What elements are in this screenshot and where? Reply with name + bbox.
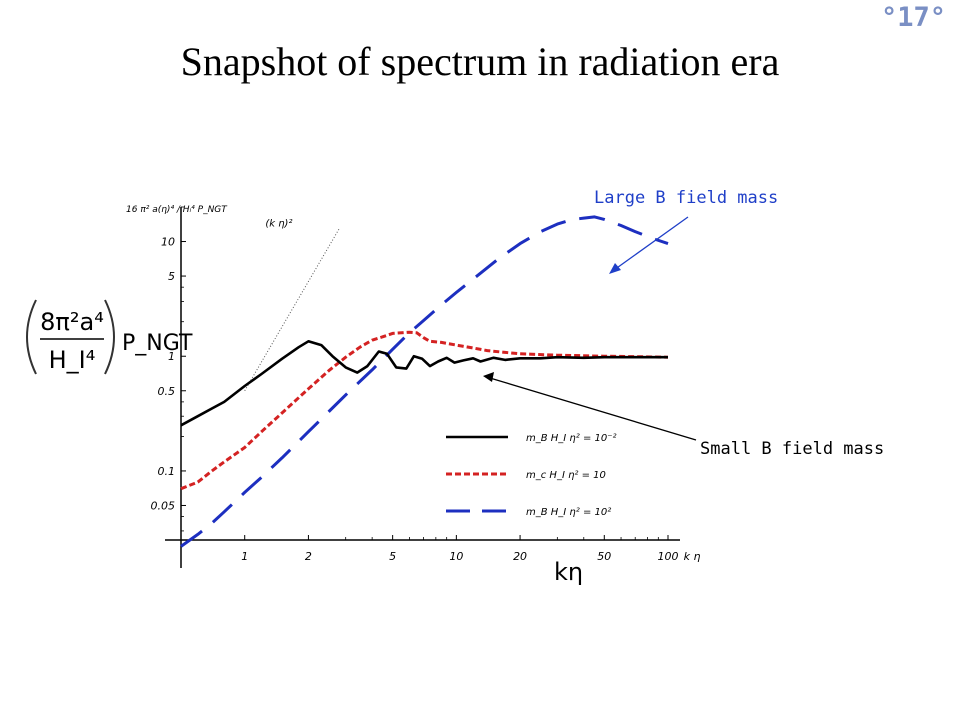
large-mass-arrowhead <box>609 263 621 274</box>
y-tick-label: 0.5 <box>158 385 176 398</box>
x-tick-label: 1 <box>241 550 248 563</box>
reference-line-layer: (k η)² <box>244 218 340 392</box>
series-line-dotted <box>180 330 669 491</box>
large-mass-arrow-shaft <box>613 216 689 271</box>
legend-entry: m_B H_I η² = 10² <box>526 507 611 518</box>
y-tick-label: 1 <box>168 350 175 363</box>
x-tick-label: 2 <box>305 550 312 563</box>
legend-entry: m_c H_I η² = 10 <box>526 470 606 481</box>
x-tick-label: 50 <box>597 550 611 563</box>
formula-suffix: P_NGT <box>122 331 193 356</box>
y-tick-label: 10 <box>161 236 175 249</box>
left-paren <box>26 299 37 375</box>
series-line-dashed <box>180 215 669 548</box>
small-mass-annotation: Small B field mass <box>700 439 884 459</box>
large-mass-annotation: Large B field mass <box>594 188 778 208</box>
formula-denominator: H_I⁴ <box>49 346 96 374</box>
x-tick-label: 5 <box>389 550 396 563</box>
small-mass-arrow-shaft <box>489 377 697 441</box>
small-mass-arrowhead <box>483 372 494 382</box>
axes-layer <box>165 207 680 568</box>
y-tick-label: 0.1 <box>158 465 176 478</box>
legend: m_B H_I η² = 10⁻² m_c H_I η² = 10 m_B H_I … <box>446 433 617 518</box>
ticks-layer: 1 2 5 10 20 50 100 k η 0.05 0.1 0.5 1 5 10 <box>151 206 701 563</box>
y-axis-formula: 8π²a⁴ H_I⁴ P_NGT <box>26 299 193 375</box>
x-axis-label: k η <box>684 550 701 563</box>
reference-line-label: (k η)² <box>265 218 292 229</box>
x-tick-label: 10 <box>449 550 463 563</box>
slide-title: Snapshot of spectrum in radiation era <box>180 39 780 84</box>
series-layer <box>180 215 669 548</box>
reference-line <box>244 228 340 392</box>
original-y-label: 16 π² a(η)⁴ / Hᵢ⁴ P_NGT <box>126 205 228 215</box>
series-line-solid <box>180 340 668 427</box>
x-tick-label: 20 <box>513 550 527 563</box>
x-variable-label: kη <box>554 558 583 586</box>
y-tick-label: 0.05 <box>151 499 176 512</box>
y-tick-label: 5 <box>168 270 175 283</box>
x-tick-label: 100 <box>658 550 679 563</box>
formula-numerator: 8π²a⁴ <box>40 308 104 336</box>
original-y-label-text: 16 π² a(η)⁴ / Hᵢ⁴ P_NGT <box>126 205 228 215</box>
right-paren <box>104 299 115 375</box>
legend-entry: m_B H_I η² = 10⁻² <box>526 433 617 444</box>
page-number: °17° <box>880 2 946 33</box>
